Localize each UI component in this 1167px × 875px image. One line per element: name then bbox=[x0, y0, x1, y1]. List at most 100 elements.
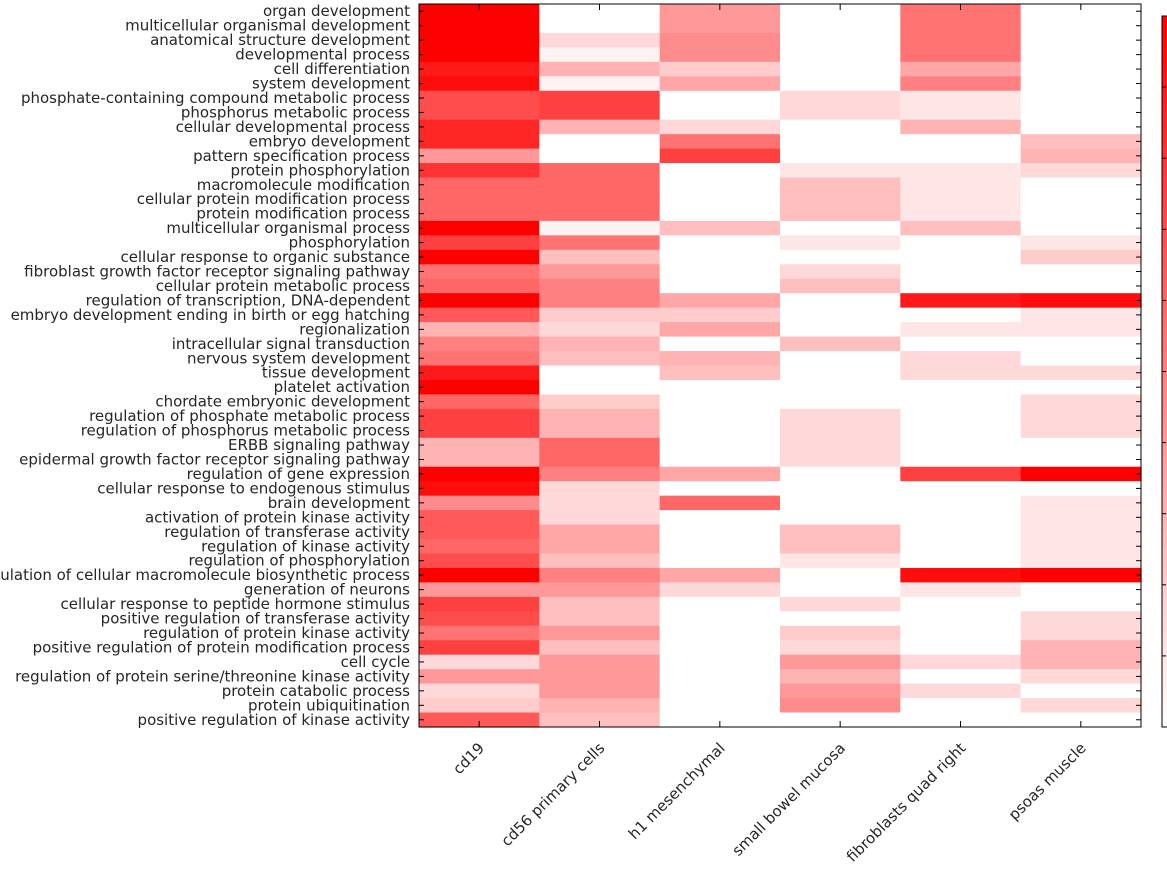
row-label: tissue development bbox=[262, 364, 410, 382]
row-label: macromolecule modification bbox=[197, 176, 410, 194]
heatmap-cell bbox=[900, 365, 1022, 381]
heatmap-cell bbox=[419, 134, 540, 150]
heatmap-cell bbox=[780, 669, 901, 685]
heatmap-cell bbox=[780, 452, 901, 468]
heatmap-cell bbox=[659, 452, 781, 468]
heatmap-cell bbox=[659, 423, 781, 439]
heatmap-cell bbox=[1020, 423, 1142, 439]
heatmap-cell bbox=[1020, 669, 1142, 685]
heatmap-cell bbox=[900, 625, 1022, 641]
heatmap-cell bbox=[900, 524, 1022, 540]
heatmap-cell bbox=[1020, 365, 1142, 381]
heatmap-cell bbox=[1020, 510, 1142, 526]
heatmap-cell bbox=[1020, 47, 1142, 63]
heatmap-cell bbox=[900, 105, 1022, 121]
heatmap-cell bbox=[780, 278, 901, 294]
heatmap-cell bbox=[419, 264, 540, 280]
heatmap-cell bbox=[419, 669, 540, 685]
heatmap-cell bbox=[1020, 177, 1142, 193]
heatmap-cell bbox=[1020, 712, 1142, 728]
heatmap-cell bbox=[659, 625, 781, 641]
heatmap-cell bbox=[780, 394, 901, 410]
heatmap-cell bbox=[1020, 625, 1142, 641]
heatmap-cell bbox=[539, 4, 661, 20]
heatmap-cell bbox=[659, 307, 781, 323]
heatmap-cell bbox=[780, 32, 901, 48]
heatmap-cell bbox=[900, 322, 1022, 338]
heatmap-cell bbox=[659, 206, 781, 222]
row-label: regulation of phosphorus metabolic proce… bbox=[81, 422, 410, 440]
heatmap-cell bbox=[539, 163, 661, 179]
heatmap-cell bbox=[900, 278, 1022, 294]
heatmap-cell bbox=[419, 206, 540, 222]
heatmap-cell bbox=[539, 206, 661, 222]
row-label: phosphorylation bbox=[289, 234, 410, 252]
heatmap-cell bbox=[659, 18, 781, 34]
plot-frame bbox=[418, 3, 1142, 728]
heatmap-cell bbox=[1020, 61, 1142, 77]
heatmap-cell bbox=[780, 4, 901, 20]
heatmap-cell bbox=[659, 351, 781, 367]
heatmap-cell bbox=[1020, 437, 1142, 453]
heatmap-cell bbox=[539, 249, 661, 265]
heatmap-cell bbox=[900, 611, 1022, 627]
heatmap-cell bbox=[1020, 466, 1142, 482]
heatmap-cell bbox=[539, 408, 661, 424]
heatmap-cell bbox=[780, 423, 901, 439]
heatmap-cell bbox=[419, 148, 540, 164]
heatmap-cell bbox=[419, 90, 540, 106]
heatmap-cell bbox=[780, 481, 901, 497]
heatmap-cell bbox=[1020, 351, 1142, 367]
heatmap-cell bbox=[659, 582, 781, 598]
heatmap-cell bbox=[780, 596, 901, 612]
heatmap-cell bbox=[780, 206, 901, 222]
heatmap-cell bbox=[539, 307, 661, 323]
heatmap-cell bbox=[539, 379, 661, 396]
heatmap-cell bbox=[900, 640, 1022, 656]
heatmap-cell bbox=[1020, 539, 1142, 555]
heatmap-cell bbox=[419, 61, 540, 77]
heatmap-cell bbox=[539, 553, 661, 569]
heatmap-cell bbox=[539, 611, 661, 627]
heatmap-cell bbox=[900, 235, 1022, 251]
row-label: developmental process bbox=[235, 46, 410, 64]
heatmap-cell bbox=[1020, 698, 1142, 714]
row-label: platelet activation bbox=[274, 378, 410, 396]
heatmap-cell bbox=[539, 119, 661, 135]
heatmap-cell bbox=[419, 625, 540, 641]
heatmap-cell bbox=[1020, 683, 1142, 699]
heatmap-cell bbox=[659, 481, 781, 497]
row-label: regulation of transcription, DNA-depende… bbox=[86, 291, 410, 309]
heatmap-cell bbox=[419, 32, 540, 48]
heatmap-cell bbox=[780, 510, 901, 526]
heatmap-cell bbox=[659, 336, 781, 352]
heatmap-cell bbox=[780, 148, 901, 164]
heatmap-cell bbox=[539, 466, 661, 482]
heatmap-cell bbox=[1020, 336, 1142, 352]
heatmap-cell bbox=[780, 47, 901, 63]
heatmap-cell bbox=[419, 307, 540, 323]
heatmap-cell bbox=[539, 495, 661, 511]
heatmap-cell bbox=[659, 249, 781, 265]
heatmap-cell bbox=[900, 408, 1022, 424]
heatmap-cell bbox=[900, 90, 1022, 106]
heatmap-cell bbox=[419, 220, 540, 236]
heatmap-cell bbox=[1020, 220, 1142, 236]
row-label: positive regulation of protein modificat… bbox=[33, 638, 411, 656]
heatmap-cell bbox=[659, 495, 781, 511]
heatmap-cell bbox=[539, 90, 661, 106]
heatmap-cell bbox=[419, 481, 540, 497]
heatmap-cell bbox=[659, 191, 781, 208]
heatmap-cell bbox=[659, 640, 781, 656]
heatmap-cell bbox=[539, 423, 661, 439]
heatmap-cell bbox=[900, 437, 1022, 453]
heatmap-cell bbox=[780, 351, 901, 367]
heatmap-cell bbox=[419, 163, 540, 179]
heatmap-cell bbox=[1020, 18, 1142, 34]
heatmap-cell bbox=[780, 336, 901, 352]
heatmap-cell bbox=[1020, 654, 1142, 670]
heatmap-cell bbox=[1020, 553, 1142, 569]
heatmap-cell bbox=[900, 293, 1022, 309]
heatmap-cell bbox=[539, 698, 661, 714]
